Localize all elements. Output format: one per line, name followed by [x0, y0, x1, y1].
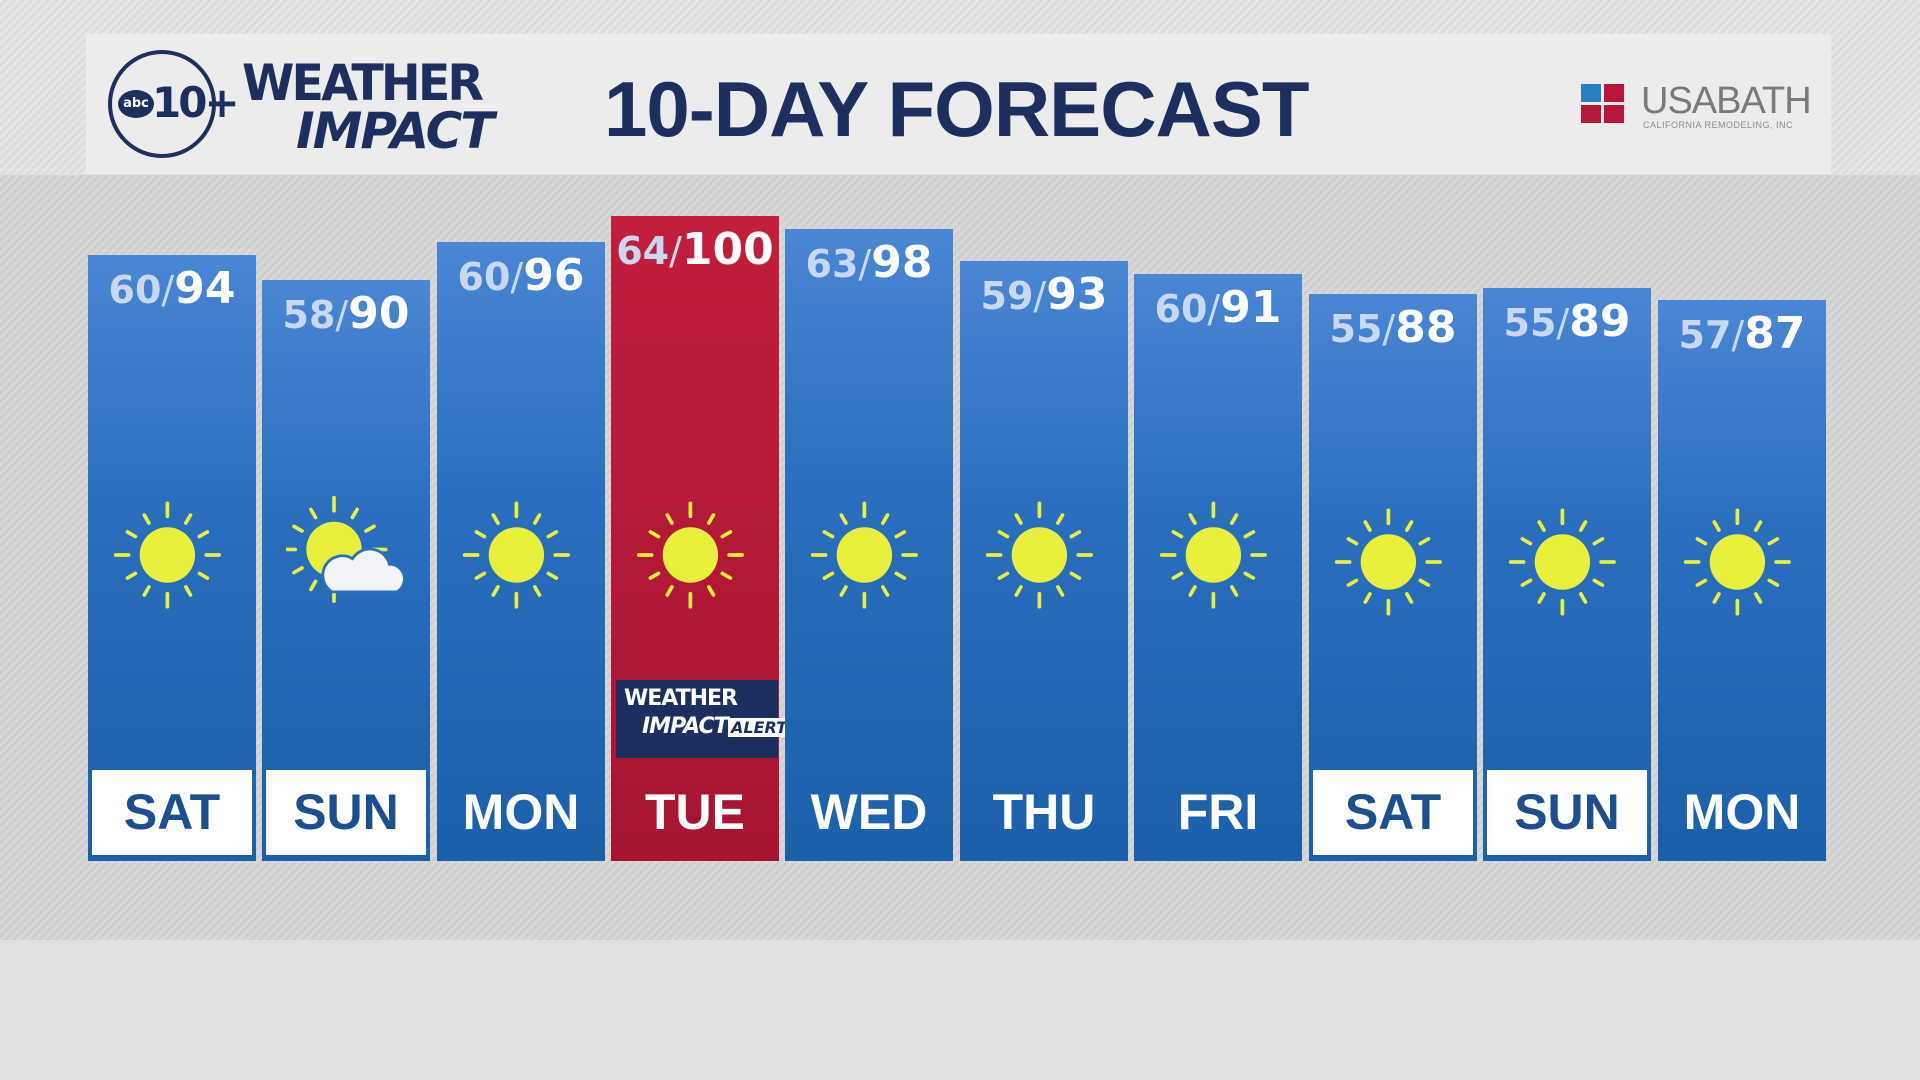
sunny-icon: [985, 501, 1093, 609]
partly-cloudy-icon: [286, 495, 406, 603]
day-label: TUE: [645, 784, 745, 840]
forecast-day-9: 57/87 MON: [1658, 300, 1826, 861]
low-temp: 55: [1329, 307, 1383, 351]
temperature-range: 60/94: [88, 263, 256, 314]
sunny-icon: [462, 501, 570, 609]
forecast-day-3: 64/100 WEATHER IMPACT ALERT TUE: [611, 216, 791, 861]
temp-separator: /: [858, 242, 872, 286]
day-label: SAT: [1313, 770, 1473, 855]
low-temp: 60: [1154, 287, 1208, 331]
sponsor-logo-square: [1581, 105, 1601, 123]
sunny-icon: [113, 501, 221, 609]
high-temp: 89: [1569, 296, 1631, 347]
high-temp: 88: [1395, 302, 1457, 353]
temp-separator: /: [510, 255, 524, 299]
forecast-day-5: 59/93 THU: [960, 261, 1128, 861]
forecast-day-2: 60/96 MON: [437, 242, 605, 861]
abc-logo-mark: abc: [118, 90, 154, 118]
forecast-day-4: 63/98 WED: [785, 229, 953, 861]
brand-impact: IMPACT: [296, 102, 494, 160]
alert-line1: WEATHER: [624, 686, 738, 711]
temp-separator: /: [1731, 313, 1745, 357]
day-label: FRI: [1177, 784, 1259, 840]
sponsor-logo-square: [1604, 105, 1624, 123]
low-temp: 60: [457, 255, 511, 299]
header-bar: abc 10+ WEATHER IMPACT 10-DAY FORECAST U…: [86, 34, 1831, 174]
forecast-day-8: 55/89 SUN: [1483, 288, 1651, 861]
alert-line2: IMPACT: [642, 714, 729, 739]
low-temp: 64: [616, 229, 670, 273]
low-temp: 57: [1678, 313, 1732, 357]
brand-weather: WEATHER: [242, 54, 484, 112]
ten-plus-logo: 10+: [152, 78, 240, 127]
forecast-day-1: 58/90 SUN: [262, 280, 430, 861]
sponsor-logo-square: [1604, 84, 1624, 102]
abc10-logo: [108, 50, 216, 158]
high-temp: 94: [174, 263, 236, 314]
temperature-range: 57/87: [1658, 308, 1826, 359]
temp-separator: /: [1207, 287, 1221, 331]
weather-impact-alert-badge: WEATHER IMPACT ALERT: [616, 680, 791, 758]
forecast-day-6: 60/91 FRI: [1134, 274, 1302, 861]
high-temp: 90: [348, 288, 410, 339]
low-temp: 58: [282, 293, 336, 337]
low-temp: 59: [980, 274, 1034, 318]
high-temp: 87: [1744, 308, 1806, 359]
day-label: SUN: [1487, 770, 1647, 855]
day-label: SUN: [266, 770, 426, 855]
high-temp: 93: [1046, 269, 1108, 320]
sunny-icon: [1508, 508, 1616, 616]
temperature-range: 63/98: [785, 237, 953, 288]
page-title: 10-DAY FORECAST: [604, 65, 1310, 153]
temperature-range: 59/93: [960, 269, 1128, 320]
temperature-range: 58/90: [262, 288, 430, 339]
sunny-icon: [636, 501, 744, 609]
temp-separator: /: [1033, 274, 1047, 318]
sunny-icon: [1159, 501, 1267, 609]
lower-background: [0, 940, 1920, 1080]
day-label: MON: [1683, 784, 1801, 840]
day-label: MON: [462, 784, 580, 840]
sponsor-name: USABATH: [1641, 80, 1812, 122]
temperature-range: 60/96: [437, 250, 605, 301]
temp-separator: /: [1382, 307, 1396, 351]
low-temp: 55: [1503, 301, 1557, 345]
temp-separator: /: [669, 229, 682, 273]
sponsor-logo-square: [1581, 84, 1601, 102]
sponsor-tagline: CALIFORNIA REMODELING, INC: [1643, 120, 1794, 130]
high-temp: 96: [523, 250, 585, 301]
temperature-range: 55/89: [1483, 296, 1651, 347]
low-temp: 63: [805, 242, 859, 286]
day-label: SAT: [92, 770, 252, 855]
alert-line3: ALERT: [728, 718, 791, 737]
high-temp: 100: [681, 224, 774, 275]
temp-separator: /: [161, 268, 175, 312]
high-temp: 91: [1220, 282, 1282, 333]
high-temp: 98: [871, 237, 933, 288]
temp-separator: /: [1556, 301, 1570, 345]
temp-separator: /: [335, 293, 349, 337]
forecast-day-0: 60/94 SAT: [88, 255, 256, 861]
sunny-icon: [810, 501, 918, 609]
low-temp: 60: [108, 268, 162, 312]
temperature-range: 60/91: [1134, 282, 1302, 333]
sunny-icon: [1334, 508, 1442, 616]
day-label: THU: [992, 784, 1096, 840]
temperature-range: 64/100: [611, 224, 779, 275]
forecast-day-7: 55/88 SAT: [1309, 294, 1477, 861]
temperature-range: 55/88: [1309, 302, 1477, 353]
day-label: WED: [810, 784, 928, 840]
sunny-icon: [1683, 508, 1791, 616]
